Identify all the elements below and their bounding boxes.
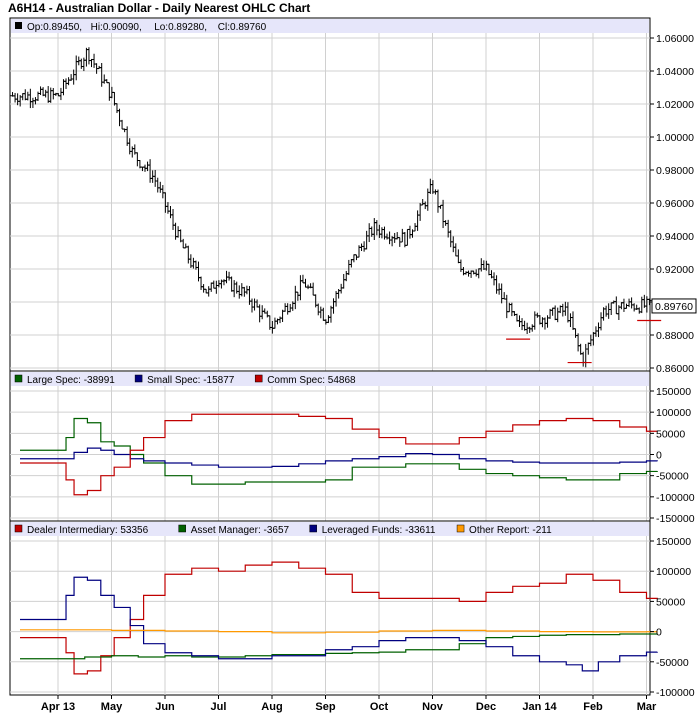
series-line-small-spec <box>20 447 658 468</box>
panel-frame <box>9 520 651 696</box>
y-tick-label: 50000 <box>656 596 685 608</box>
y-tick-label: -50000 <box>656 471 689 483</box>
legend-label-other-report: Other Report: -211 <box>469 525 552 536</box>
x-tick-label: Apr 13 <box>41 701 75 713</box>
legend-swatch-leveraged-funds <box>309 524 317 533</box>
legend-swatch-asset-manager <box>178 524 186 533</box>
legend-band <box>11 372 649 386</box>
x-tick-label: Dec <box>476 701 496 713</box>
y-tick-label: -100000 <box>656 492 695 504</box>
legend-ohlc-hi: Hi:0.90090, <box>91 22 142 33</box>
y-tick-label: 150000 <box>656 536 691 548</box>
x-tick-label: Sep <box>315 701 335 713</box>
legend-swatch-comm-spec <box>254 374 263 383</box>
legend-label-large-spec: Large Spec: -38991 <box>27 375 115 386</box>
series-line-large-spec <box>20 417 658 485</box>
y-tick-label: 0.86000 <box>656 363 694 375</box>
y-tick-label: 100000 <box>656 407 691 419</box>
y-tick-label: 1.06000 <box>656 33 694 45</box>
series-line-asset-manager <box>20 633 658 660</box>
legend-label-dealer-intermediary: Dealer Intermediary: 53356 <box>27 525 149 536</box>
ohlc-bar <box>647 298 652 306</box>
y-tick-label: 0 <box>656 450 662 462</box>
y-tick-label: 0.92000 <box>656 264 694 276</box>
y-tick-label: 1.00000 <box>656 132 694 144</box>
x-tick-label: Jul <box>211 701 227 713</box>
legend-band <box>11 522 649 536</box>
panel-frame <box>9 17 651 372</box>
legend-swatch-small-spec <box>134 374 143 383</box>
y-tick-label: 50000 <box>656 428 685 440</box>
legend-swatch-large-spec <box>14 374 23 383</box>
y-tick-label: -100000 <box>656 687 695 699</box>
x-tick-label: Mar <box>637 701 657 713</box>
legend-band <box>11 19 649 33</box>
legend-label-leveraged-funds: Leveraged Funds: -33611 <box>322 525 436 536</box>
y-tick-label: 0.94000 <box>656 231 694 243</box>
y-tick-label: 0 <box>656 627 662 639</box>
y-tick-label: 0.96000 <box>656 198 694 210</box>
series-line-other-report <box>20 629 658 634</box>
x-tick-label: Aug <box>261 701 282 713</box>
legend-swatch-dealer-intermediary <box>14 524 23 533</box>
y-tick-label: 1.02000 <box>656 99 694 111</box>
y-tick-label: -50000 <box>656 657 689 669</box>
x-tick-label: Feb <box>583 701 603 713</box>
x-tick-label: Jun <box>155 701 175 713</box>
series-line-comm-spec <box>20 413 658 496</box>
legend-ohlc-cl: Cl:0.89760 <box>218 22 267 33</box>
legend-ohlc-op: Op:0.89450, <box>27 22 82 33</box>
x-tick-label: Oct <box>370 701 389 713</box>
last-price-label: 0.89760 <box>655 301 693 313</box>
y-tick-label: -150000 <box>656 513 695 525</box>
chart-title: A6H14 - Australian Dollar - Daily Neares… <box>8 1 310 15</box>
y-tick-label: 0.98000 <box>656 165 694 177</box>
last-price-box <box>651 298 697 314</box>
x-tick-label: May <box>101 701 123 713</box>
y-tick-label: 100000 <box>656 566 691 578</box>
legend-swatch-other-report <box>456 524 465 533</box>
legend-ohlc-lo: Lo:0.89280, <box>154 22 207 33</box>
x-tick-label: Jan 14 <box>522 701 557 713</box>
y-tick-label: 0.88000 <box>656 330 694 342</box>
legend-label-comm-spec: Comm Spec: 54868 <box>267 375 356 386</box>
legend-swatch-ohlc <box>15 22 22 29</box>
series-line-dealer-intermediary <box>20 561 658 675</box>
x-tick-label: Nov <box>422 701 444 713</box>
y-tick-label: 1.04000 <box>656 66 694 78</box>
y-tick-label: 150000 <box>656 386 691 398</box>
legend-label-small-spec: Small Spec: -15877 <box>147 375 235 386</box>
legend-label-asset-manager: Asset Manager: -3657 <box>191 525 290 536</box>
panel-frame <box>9 370 651 522</box>
series-line-leveraged-funds <box>20 576 658 672</box>
